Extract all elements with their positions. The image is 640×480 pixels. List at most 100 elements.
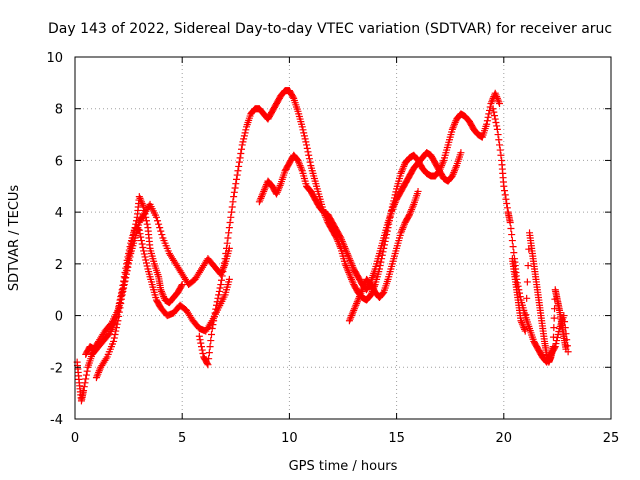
x-tick-label: 25 [603,431,620,446]
data-point [345,317,353,325]
data-point [519,322,527,330]
data-point [300,129,308,137]
data-point [82,375,90,383]
data-point [506,218,514,226]
data-point [507,225,515,233]
data-point [405,212,413,220]
data-point [339,239,347,247]
data-point [297,163,305,171]
data-point [399,164,407,172]
data-point [158,289,166,297]
data-point [159,291,167,299]
data-point [489,105,497,113]
series-arc-8 [508,229,570,366]
data-point [502,195,510,203]
data-point [260,186,268,194]
data-point [509,243,517,251]
data-point [225,275,233,283]
plot-frame [74,56,612,420]
data-point [360,281,368,289]
data-point [122,274,130,282]
data-point [341,244,349,252]
data-point [125,260,133,268]
data-point [81,379,89,387]
data-point [483,120,491,128]
data-point [137,198,145,206]
data-point [457,149,465,157]
data-point [349,263,357,271]
data-point [195,332,203,340]
data-point [398,227,406,235]
data-point [125,256,133,264]
y-tick-label: 0 [55,310,63,325]
data-point [484,113,492,121]
y-tick-label: -2 [50,361,63,376]
data-point [522,311,530,319]
data-point [389,204,397,212]
data-point [409,202,417,210]
data-point [398,166,406,174]
data-point [231,184,239,192]
data-point [82,371,90,379]
data-point [239,138,247,146]
data-point [503,200,511,208]
data-point [491,89,499,97]
data-point [347,258,355,266]
x-tick-label: 20 [496,431,513,446]
data-point [306,158,314,166]
data-point [152,213,160,221]
data-point [207,337,215,345]
data-point [345,268,353,276]
data-point [120,281,128,289]
data-point [110,337,118,345]
data-point [448,172,456,180]
data-point [351,303,359,311]
data-point [350,306,358,314]
data-point [492,91,500,99]
data-point [221,255,229,263]
data-point [407,207,415,215]
data-point [450,167,458,175]
data-point [238,141,246,149]
data-point [521,327,529,335]
y-axis-tick-labels: -4 -2 0 2 4 6 8 10 [46,51,63,428]
data-point [347,274,355,282]
data-point [230,188,238,196]
data-point [260,187,268,195]
data-point [388,206,396,214]
data-point [118,291,126,299]
data-point [397,229,405,237]
data-point [298,165,306,173]
data-point [355,293,363,301]
data-point [112,327,120,335]
data-point [115,308,123,316]
data-point [448,125,456,133]
data-point [337,234,345,242]
data-point [204,361,212,369]
data-point [93,372,101,380]
data-point [501,187,509,195]
data-point [274,187,282,195]
data-point [95,367,103,375]
data-point [451,119,459,127]
data-point [205,349,213,357]
data-point [352,301,360,309]
data-point [549,343,557,351]
data-point [379,289,387,297]
data-point [275,183,283,191]
data-point [549,333,557,341]
data-point [508,231,516,239]
data-point [240,135,248,143]
data-point [275,185,283,193]
data-point [358,287,366,295]
data-point [255,198,263,206]
data-point [492,119,500,127]
data-point [305,151,313,159]
data-point [215,291,223,299]
data-point [400,162,408,170]
data-point [302,138,310,146]
data-point [210,313,218,321]
data-point [496,141,504,149]
data-point [220,259,228,267]
data-point [157,227,165,235]
